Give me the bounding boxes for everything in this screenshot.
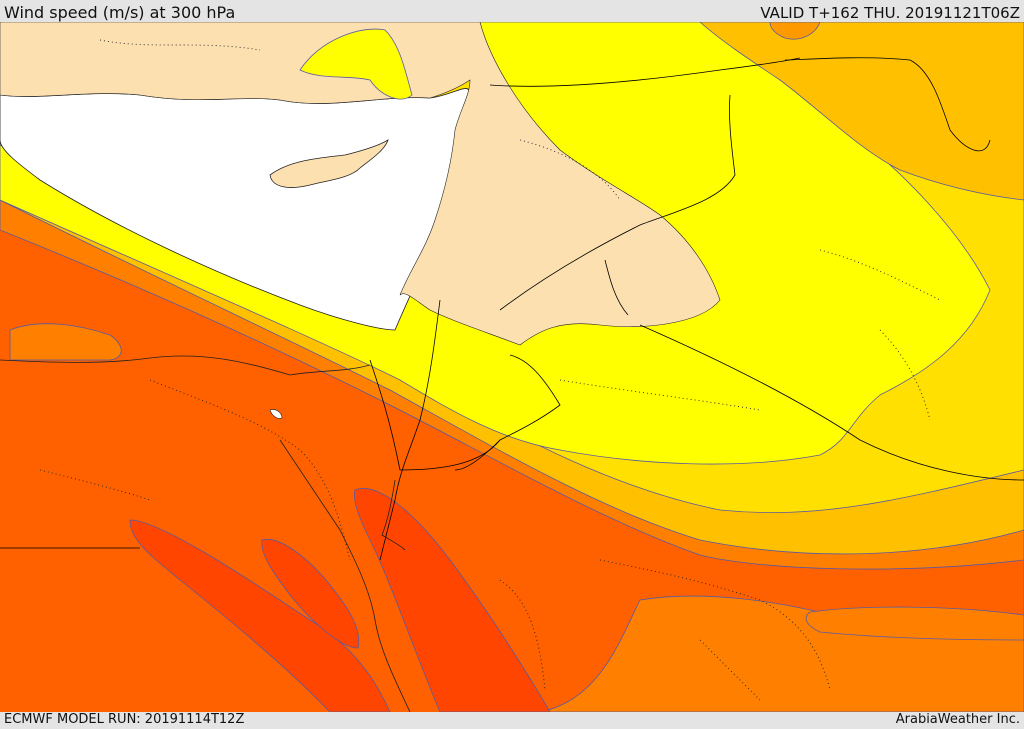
band-orange-blob-east xyxy=(805,606,1024,641)
red-sea-coastline xyxy=(279,439,411,712)
map-title: Wind speed (m/s) at 300 hPa xyxy=(4,3,236,22)
band-red-core-2 xyxy=(353,488,551,712)
land-levant xyxy=(0,22,721,346)
band-red-core-3 xyxy=(261,538,360,649)
country-borders xyxy=(0,57,1024,561)
valid-time-label: VALID T+162 THU. 20191121T06Z xyxy=(760,4,1020,22)
cyprus-island xyxy=(269,139,389,188)
band-red-core-1 xyxy=(129,519,391,712)
gulf-aqaba-coastline xyxy=(381,479,406,551)
band-yellow-turkey xyxy=(299,28,413,100)
province-boundaries xyxy=(39,39,941,701)
band-orange-blob-west xyxy=(9,323,122,361)
footer-bar: ECMWF MODEL RUN: 20191114T12Z ArabiaWeat… xyxy=(0,712,1024,729)
credit-label: ArabiaWeather Inc. xyxy=(895,712,1020,727)
wind-speed-map xyxy=(0,22,1024,712)
band-amber-northeast xyxy=(699,22,1024,201)
model-run-label: ECMWF MODEL RUN: 20191114T12Z xyxy=(4,712,245,727)
lake-hint xyxy=(269,409,283,419)
egypt-coastline xyxy=(0,355,371,376)
band-orange-northeast xyxy=(769,22,821,40)
header-bar: Wind speed (m/s) at 300 hPa VALID T+162 … xyxy=(0,0,1024,22)
